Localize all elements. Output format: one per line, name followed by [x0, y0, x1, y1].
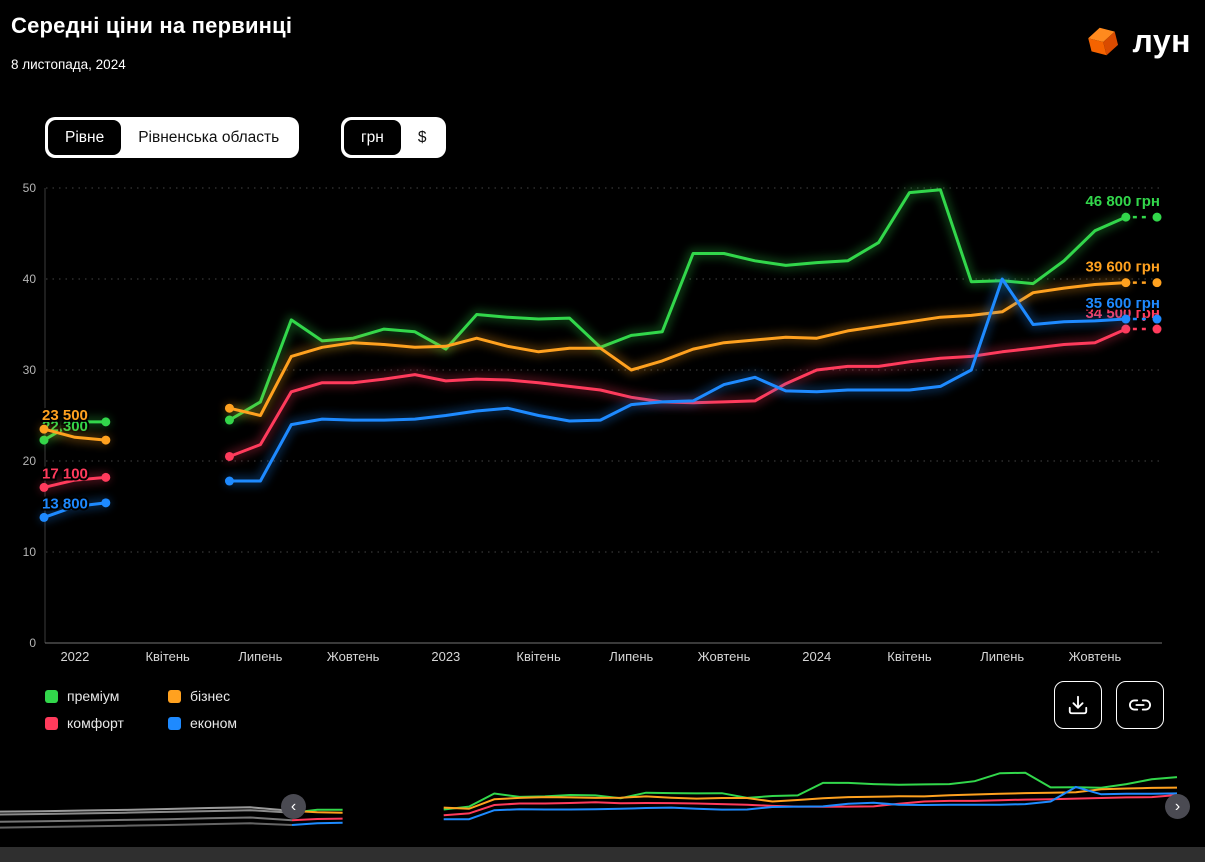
svg-text:2023: 2023	[431, 649, 460, 664]
lun-logo-icon	[1088, 27, 1119, 56]
toggle-option-usd[interactable]: $	[417, 128, 427, 146]
svg-text:Липень: Липень	[609, 649, 653, 664]
toggle-option-region[interactable]: Рівненська область	[138, 128, 280, 146]
series-економ: 13 800 35 600 грн	[39, 274, 1162, 523]
svg-text:Жовтень: Жовтень	[327, 649, 380, 664]
svg-text:Липень: Липень	[238, 649, 282, 664]
svg-text:2024: 2024	[802, 649, 831, 664]
legend-item-komfort[interactable]: комфорт	[45, 715, 124, 731]
svg-text:30: 30	[23, 363, 37, 377]
svg-text:13 800: 13 800	[42, 495, 88, 512]
legend-item-premium[interactable]: преміум	[45, 688, 119, 704]
svg-text:Квітень: Квітень	[516, 649, 561, 664]
brand-name: лун	[1132, 23, 1191, 59]
svg-text:20: 20	[23, 454, 37, 468]
svg-text:2022: 2022	[60, 649, 89, 664]
toggle-option-city[interactable]: Рівне	[48, 120, 122, 155]
location-toggle: Рівне Рівненська область	[45, 117, 300, 158]
legend-label: комфорт	[67, 715, 124, 731]
svg-text:17 100: 17 100	[42, 465, 88, 482]
navigator-history-line	[0, 809, 293, 816]
copy-link-button[interactable]	[1116, 681, 1164, 729]
legend-label: економ	[190, 715, 237, 731]
legend-swatch-biznes	[168, 689, 181, 703]
page-date: 8 листопада, 2024	[11, 57, 126, 72]
svg-text:Квітень: Квітень	[887, 649, 932, 664]
legend-label: преміум	[67, 688, 120, 704]
page-title: Середні ціни на первинці	[11, 13, 293, 38]
legend-swatch-econom	[168, 716, 181, 730]
legend-item-econom[interactable]: економ	[168, 715, 237, 731]
svg-text:46 800 грн: 46 800 грн	[1085, 193, 1160, 210]
svg-text:35 600 грн: 35 600 грн	[1085, 295, 1160, 312]
navigator-history-line	[0, 816, 293, 823]
svg-text:Жовтень: Жовтень	[698, 649, 751, 664]
svg-text:39 600 грн: 39 600 грн	[1085, 259, 1160, 276]
download-button[interactable]	[1054, 681, 1102, 729]
download-icon	[1068, 695, 1088, 715]
legend-swatch-premium	[45, 689, 58, 703]
bottom-bar	[0, 847, 1205, 862]
svg-text:40: 40	[23, 272, 37, 286]
navigator	[0, 771, 1178, 829]
svg-text:10: 10	[23, 545, 37, 559]
currency-toggle: грн $	[341, 117, 447, 158]
brand-logo: лун	[1082, 20, 1191, 62]
legend-label: бізнес	[190, 688, 231, 704]
navigator-right-handle[interactable]: ›	[1165, 794, 1190, 819]
navigator-series-економ	[291, 785, 1178, 826]
svg-text:50: 50	[23, 181, 37, 195]
svg-text:0: 0	[29, 636, 36, 650]
navigator-left-handle[interactable]: ‹	[281, 794, 306, 819]
link-icon	[1129, 699, 1151, 711]
navigator-history-line	[0, 822, 293, 829]
legend-item-biznes[interactable]: бізнес	[168, 688, 230, 704]
series-бізнес: 23 500 39 600 грн	[39, 257, 1162, 446]
svg-text:Жовтень: Жовтень	[1069, 649, 1122, 664]
svg-text:Квітень: Квітень	[145, 649, 190, 664]
svg-text:23 500: 23 500	[42, 407, 88, 424]
toggle-option-uah[interactable]: грн	[344, 120, 401, 155]
legend-swatch-komfort	[45, 716, 58, 730]
navigator-history-line	[0, 806, 293, 813]
svg-text:Липень: Липень	[980, 649, 1024, 664]
